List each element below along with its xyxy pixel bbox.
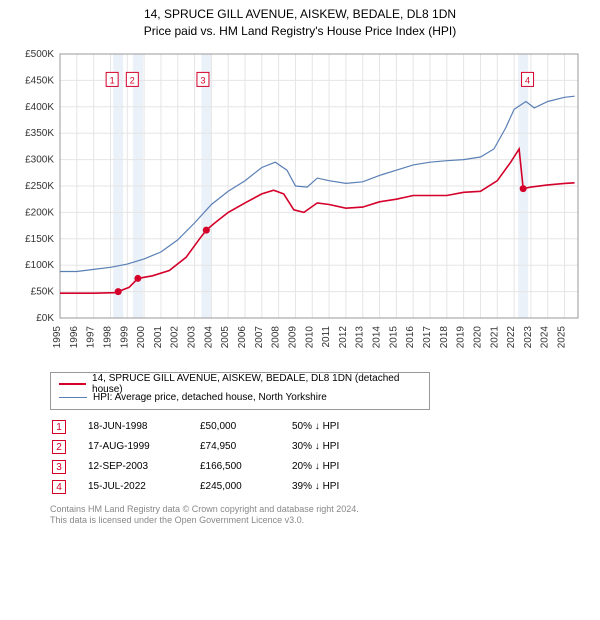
y-tick-label: £200K	[25, 207, 54, 218]
sale-marker-dot	[520, 185, 527, 192]
x-tick-label: 2012	[338, 325, 349, 348]
y-tick-label: £400K	[25, 101, 54, 112]
row-diff: 39% ↓ HPI	[292, 478, 349, 496]
legend-swatch	[59, 397, 87, 399]
title-line2: Price paid vs. HM Land Registry's House …	[12, 23, 588, 40]
x-tick-label: 2010	[304, 325, 315, 348]
table-row: 1 18-JUN-1998£50,00050% ↓ HPI	[52, 418, 349, 436]
x-tick-label: 2015	[388, 325, 399, 348]
sale-marker-dot	[115, 288, 122, 295]
x-tick-label: 1997	[86, 325, 97, 348]
sale-marker-num: 4	[525, 75, 530, 85]
y-tick-label: £450K	[25, 75, 54, 86]
sales-table: 1 18-JUN-1998£50,00050% ↓ HPI 2 17-AUG-1999…	[50, 416, 351, 498]
footnote: Contains HM Land Registry data © Crown c…	[50, 504, 588, 527]
x-tick-label: 2008	[271, 325, 282, 348]
row-badge: 3	[52, 460, 66, 474]
title-line1: 14, SPRUCE GILL AVENUE, AISKEW, BEDALE, …	[12, 6, 588, 23]
row-badge: 2	[52, 440, 66, 454]
table-row: 4 15-JUL-2022£245,00039% ↓ HPI	[52, 478, 349, 496]
legend-swatch	[59, 383, 86, 385]
x-tick-label: 2025	[557, 325, 568, 348]
x-tick-label: 2002	[170, 325, 181, 348]
x-tick-label: 2004	[203, 325, 214, 348]
y-tick-label: £500K	[25, 49, 54, 60]
footnote-line2: This data is licensed under the Open Gov…	[50, 515, 588, 527]
chart: £0K £50K £100K £150K £200K £250K £300K £350K £40…	[12, 46, 588, 366]
x-tick-label: 2023	[523, 325, 534, 348]
figure-container: 14, SPRUCE GILL AVENUE, AISKEW, BEDALE, …	[0, 0, 600, 535]
row-date: 12-SEP-2003	[88, 458, 198, 476]
x-tick-label: 2017	[422, 325, 433, 348]
x-tick-label: 2014	[372, 325, 383, 348]
row-price: £245,000	[200, 478, 290, 496]
y-tick-label: £150K	[25, 233, 54, 244]
y-tick-label: £100K	[25, 260, 54, 271]
x-tick-label: 1995	[52, 325, 63, 348]
row-diff: 20% ↓ HPI	[292, 458, 349, 476]
y-tick-label: £300K	[25, 154, 54, 165]
row-price: £50,000	[200, 418, 290, 436]
y-tick-label: £350K	[25, 128, 54, 139]
x-tick-label: 2016	[405, 325, 416, 348]
row-date: 17-AUG-1999	[88, 438, 198, 456]
x-tick-label: 1999	[119, 325, 130, 348]
y-tick-label: £0K	[36, 313, 54, 324]
x-tick-label: 2001	[153, 325, 164, 348]
x-tick-label: 2024	[540, 325, 551, 348]
row-price: £74,950	[200, 438, 290, 456]
sale-marker-num: 2	[130, 75, 135, 85]
row-badge: 4	[52, 480, 66, 494]
x-tick-label: 2003	[187, 325, 198, 348]
row-badge: 1	[52, 420, 66, 434]
row-date: 18-JUN-1998	[88, 418, 198, 436]
x-tick-label: 2013	[355, 325, 366, 348]
y-tick-label: £50K	[31, 286, 55, 297]
x-tick-label: 2020	[472, 325, 483, 348]
y-tick-label: £250K	[25, 181, 54, 192]
x-tick-label: 1996	[69, 325, 80, 348]
chart-svg: £0K £50K £100K £150K £200K £250K £300K £350K £40…	[12, 46, 588, 366]
legend-row: 14, SPRUCE GILL AVENUE, AISKEW, BEDALE, …	[59, 377, 421, 391]
x-tick-label: 2011	[321, 325, 332, 347]
row-price: £166,500	[200, 458, 290, 476]
legend: 14, SPRUCE GILL AVENUE, AISKEW, BEDALE, …	[50, 372, 430, 410]
x-tick-label: 2000	[136, 325, 147, 348]
x-tick-label: 2005	[220, 325, 231, 348]
footnote-line1: Contains HM Land Registry data © Crown c…	[50, 504, 588, 516]
row-date: 15-JUL-2022	[88, 478, 198, 496]
x-tick-label: 2006	[237, 325, 248, 348]
x-tick-label: 2009	[287, 325, 298, 348]
sale-marker-dot	[203, 226, 210, 233]
x-tick-label: 2021	[489, 325, 500, 348]
x-tick-label: 2007	[254, 325, 265, 348]
table-row: 3 12-SEP-2003£166,50020% ↓ HPI	[52, 458, 349, 476]
table-row: 2 17-AUG-1999£74,95030% ↓ HPI	[52, 438, 349, 456]
row-diff: 50% ↓ HPI	[292, 418, 349, 436]
sale-marker-num: 3	[200, 75, 205, 85]
sale-marker-dot	[134, 275, 141, 282]
legend-label: HPI: Average price, detached house, Nort…	[93, 392, 327, 403]
x-tick-label: 2019	[456, 325, 467, 348]
sale-marker-num: 1	[110, 75, 115, 85]
x-tick-label: 2018	[439, 325, 450, 348]
x-tick-label: 2022	[506, 325, 517, 348]
x-tick-label: 1998	[102, 325, 113, 348]
row-diff: 30% ↓ HPI	[292, 438, 349, 456]
chart-title: 14, SPRUCE GILL AVENUE, AISKEW, BEDALE, …	[12, 6, 588, 40]
